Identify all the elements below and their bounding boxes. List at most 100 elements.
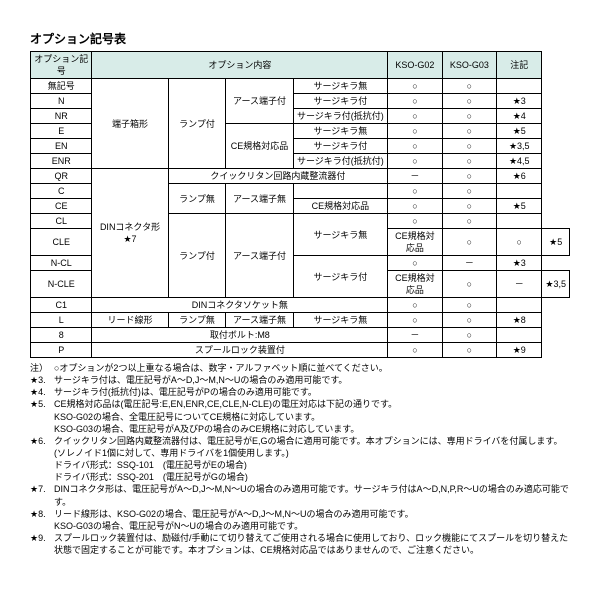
note-line: (ソレノイド1個に対して、専用ドライバを1個使用します。) (30, 447, 570, 459)
cell-lamp: ランプ付 (168, 79, 226, 169)
cell: ○ (442, 298, 496, 313)
cell: ★3 (497, 256, 542, 271)
note-line: KSO-G02の場合、全電圧記号についてCE規格に対応しています。 (30, 411, 570, 423)
cell: ENR (31, 154, 92, 169)
cell: ○ (442, 328, 496, 343)
cell: CE規格対応品 (388, 271, 442, 298)
cell: P (31, 343, 92, 358)
cell: サージキラ付 (293, 256, 388, 298)
cell: ○ (442, 199, 496, 214)
cell: ★6 (497, 169, 542, 184)
cell: CE規格対応品 (388, 229, 442, 256)
cell: ○ (442, 343, 496, 358)
cell: ★3,5 (497, 139, 542, 154)
table-row: L リード線形 ランプ無 アース端子無 サージキラ無 ○ ○ ★8 (31, 313, 570, 328)
cell: ○ (442, 313, 496, 328)
note-line: ★7.DINコネクタ形は、電圧記号がA～D,J～M,N～Uの場合のみ適用可能です… (30, 483, 570, 507)
cell: N-CL (31, 256, 92, 271)
cell: ★4,5 (497, 154, 542, 169)
cell: サージキラ無 (293, 124, 388, 139)
col-content: オプション内容 (92, 52, 388, 79)
cell (497, 184, 542, 199)
cell: ★9 (497, 343, 542, 358)
cell: サージキラ付(抵抗付) (293, 109, 388, 124)
cell: ○ (442, 271, 496, 298)
note-line: ★5.CE規格対応品は(電圧記号:E,EN,ENR,CE,CLE,N-CLE)の… (30, 398, 570, 410)
table-row: P スプールロック装置付 ○ ○ ★9 (31, 343, 570, 358)
note-line: ○オプションが2つ以上重なる場合は、数字・アルファベット順に並べてください。 (54, 362, 570, 374)
cell: サージキラ無 (293, 313, 388, 328)
note-line: KSO-G03の場合、電圧記号がA及びPの場合のみCE規格に対応しています。 (30, 423, 570, 435)
cell: CL (31, 214, 92, 229)
cell: ランプ無 (168, 313, 226, 328)
note-line: ★3.サージキラ付は、電圧記号がA～D,J～M,N～Uの場合のみ適用可能です。 (30, 374, 570, 386)
cell: ○ (442, 214, 496, 229)
cell: E (31, 124, 92, 139)
cell: ○ (388, 256, 442, 271)
cell: アース端子無 (226, 184, 293, 214)
cell: ○ (388, 94, 442, 109)
cell (293, 184, 388, 199)
cell: ★5 (497, 199, 542, 214)
cell: ランプ付 (168, 214, 226, 298)
cell: ○ (388, 199, 442, 214)
cell: サージキラ無 (293, 214, 388, 256)
cell: ○ (388, 343, 442, 358)
note-line: KSO-G03の場合、電圧記号がN～Uの場合のみ適用可能です。 (30, 520, 570, 532)
note-line: ★6.クイックリタン回路内蔵整流器付は、電圧記号がE,Gの場合に適用可能です。本… (30, 435, 570, 447)
cell: ○ (388, 109, 442, 124)
cell: ○ (442, 139, 496, 154)
notes-head: 注） (30, 362, 54, 374)
cell: NR (31, 109, 92, 124)
cell: ○ (442, 94, 496, 109)
cell: － (497, 271, 542, 298)
cell: C (31, 184, 92, 199)
cell: ○ (388, 154, 442, 169)
cell: N (31, 94, 92, 109)
cell: サージキラ付 (293, 139, 388, 154)
cell: リード線形 (92, 313, 168, 328)
cell: ★8 (497, 313, 542, 328)
note-line: ドライバ形式：SSQ-201 (電圧記号がGの場合) (30, 471, 570, 483)
cell: 8 (31, 328, 92, 343)
cell: N-CLE (31, 271, 92, 298)
cell: ○ (388, 79, 442, 94)
cell-connector: 端子箱形 (92, 79, 168, 169)
notes-block: 注） ○オプションが2つ以上重なる場合は、数字・アルファベット順に並べてください… (30, 362, 570, 556)
cell: ★3 (497, 94, 542, 109)
cell: EN (31, 139, 92, 154)
cell: ○ (442, 79, 496, 94)
cell: ○ (442, 154, 496, 169)
cell: CE規格対応品 (226, 124, 293, 169)
cell: ○ (497, 229, 542, 256)
cell: スプールロック装置付 (92, 343, 388, 358)
table-row: C1 DINコネクタソケット無 ○ ○ (31, 298, 570, 313)
col-code: オプション記号 (31, 52, 92, 79)
cell: ○ (442, 229, 496, 256)
table-row: 8 取付ボルト:M8 － ○ (31, 328, 570, 343)
note-line: ★4.サージキラ付(抵抗付)は、電圧記号がPの場合のみ適用可能です。 (30, 386, 570, 398)
cell-code: 無記号 (31, 79, 92, 94)
cell: ○ (388, 184, 442, 199)
cell: DINコネクタ形 ★7 (92, 169, 168, 298)
cell-earth: アース端子付 (226, 79, 293, 124)
cell: － (388, 328, 442, 343)
cell: ランプ無 (168, 184, 226, 214)
col-g02: KSO-G02 (388, 52, 442, 79)
note-line: ★9.スプールロック装置付は、励磁付/手動にて切り替えてご使用される場合に使用し… (30, 532, 570, 556)
col-note: 注記 (497, 52, 542, 79)
cell: DINコネクタソケット無 (92, 298, 388, 313)
col-g03: KSO-G03 (442, 52, 496, 79)
cell: ○ (388, 298, 442, 313)
cell (497, 298, 542, 313)
cell: － (388, 169, 442, 184)
cell: ★5 (497, 124, 542, 139)
table-row: 無記号 端子箱形 ランプ付 アース端子付 サージキラ無 ○ ○ (31, 79, 570, 94)
cell: サージキラ付(抵抗付) (293, 154, 388, 169)
cell: ★3,5 (542, 271, 570, 298)
cell: アース端子付 (226, 214, 293, 298)
cell: C1 (31, 298, 92, 313)
cell: ○ (388, 139, 442, 154)
cell: ★5 (542, 229, 570, 256)
cell: ○ (388, 214, 442, 229)
